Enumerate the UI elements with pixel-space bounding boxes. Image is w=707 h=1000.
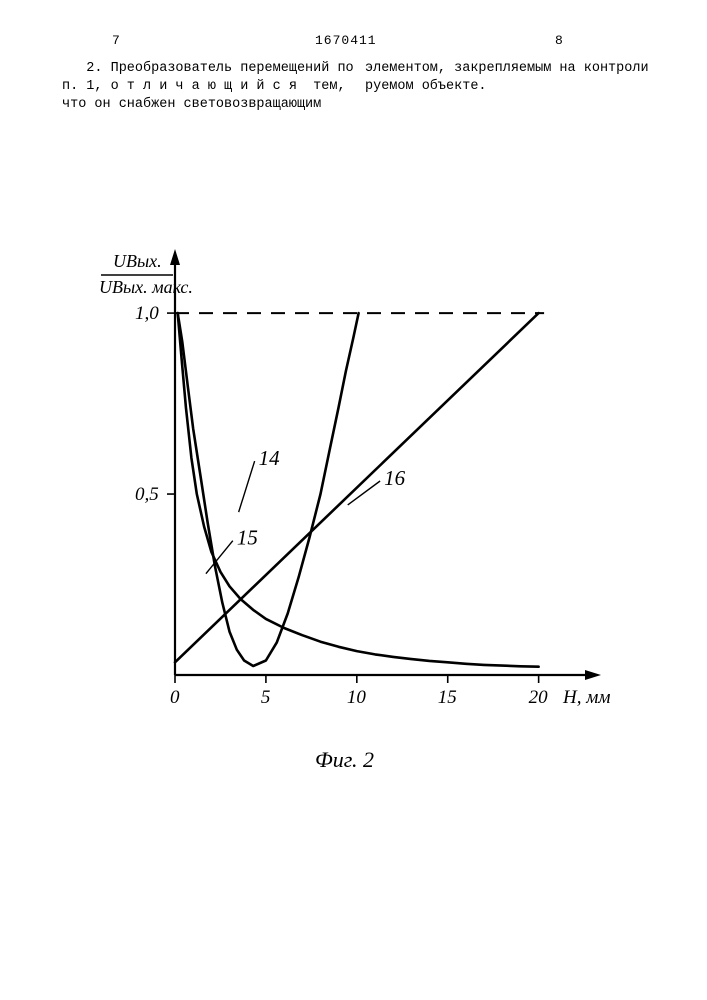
svg-text:UВых. макс.: UВых. макс.	[99, 277, 193, 297]
svg-text:5: 5	[261, 687, 271, 708]
doc-number: 1670411	[315, 33, 377, 48]
curve-14	[178, 313, 359, 666]
curve-16	[175, 313, 539, 662]
svg-text:0,5: 0,5	[135, 484, 159, 505]
page-num-right: 8	[555, 33, 564, 48]
svg-text:UВых.: UВых.	[113, 251, 162, 271]
svg-text:10: 10	[347, 687, 367, 708]
claim-text-left: 2. Преобразователь перемещений по п. 1, …	[62, 60, 354, 115]
claim-text-right: элементом, закрепляемым на контроли руем…	[365, 60, 649, 96]
svg-text:Н, мм: Н, мм	[562, 687, 610, 708]
curve-label-14: 14	[259, 446, 281, 470]
figure-caption: Фиг. 2	[315, 747, 374, 773]
page-num-left: 7	[112, 33, 121, 48]
chart-figure-2: UВых. UВых. макс. 0 5 10 15 20 0,5 1,0 Н, мм 14 15 1…	[95, 225, 615, 735]
svg-text:1,0: 1,0	[135, 303, 159, 324]
svg-text:0: 0	[170, 687, 180, 708]
page: 7 1670411 8 2. Преобразователь перемещен…	[0, 0, 707, 1000]
curve-label-16: 16	[384, 466, 406, 490]
chart-svg: UВых. UВых. макс. 0 5 10 15 20 0,5 1,0 Н, мм 14 15 1…	[95, 225, 615, 735]
svg-text:15: 15	[438, 687, 457, 708]
curve-label-15: 15	[237, 526, 258, 550]
svg-text:20: 20	[529, 687, 549, 708]
